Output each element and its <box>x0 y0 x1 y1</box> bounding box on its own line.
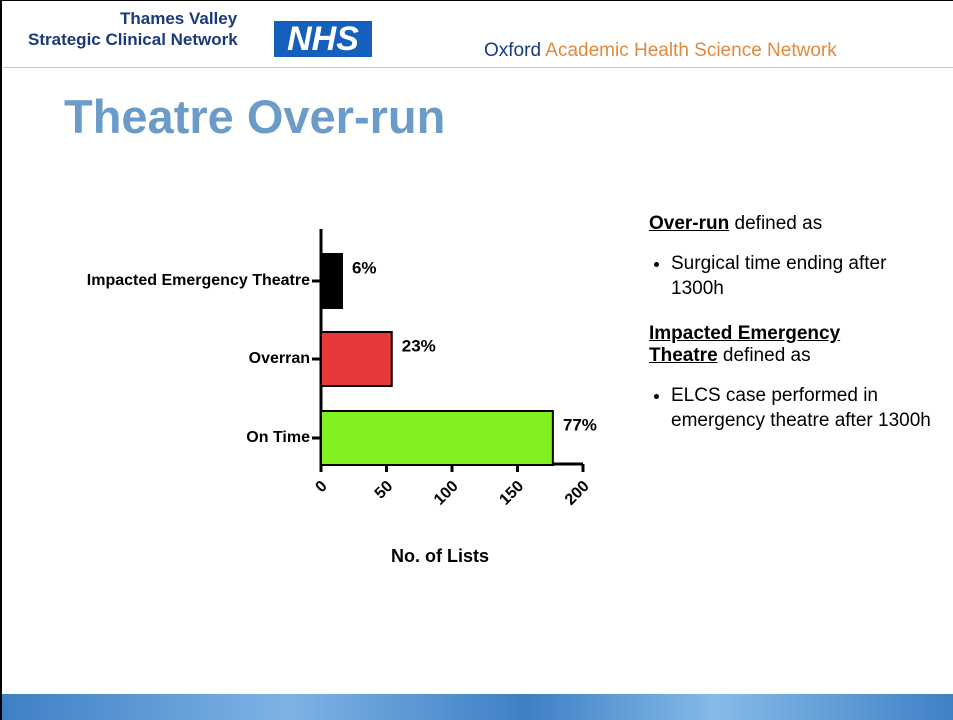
ahsn-name: Oxford Academic Health Science Network <box>484 40 837 62</box>
x-tick-label: 200 <box>562 478 593 509</box>
bar <box>320 331 393 387</box>
bullet: ELCS case performed in emergency theatre… <box>671 383 941 433</box>
ahsn-rest: Academic Health Science Network <box>545 40 837 61</box>
header-rule <box>2 67 953 68</box>
x-tick-label: 0 <box>312 478 330 496</box>
footer-band <box>2 694 953 720</box>
term: Over-run <box>649 213 730 234</box>
x-tick-label: 50 <box>372 478 397 503</box>
y-tick-label: Overran <box>249 350 310 367</box>
x-axis-label: No. of Lists <box>391 546 489 566</box>
term: Impacted Emergency Theatre <box>649 323 841 366</box>
annotation: 6% <box>352 258 377 277</box>
network-name: Strategic Clinical Network <box>28 30 238 49</box>
nhs-logo: NHS <box>274 21 372 57</box>
bullet: Surgical time ending after 1300h <box>671 251 896 301</box>
term-suffix: defined as <box>722 345 811 366</box>
term-suffix: defined as <box>734 213 823 234</box>
bullet-list: Surgical time ending after 1300h <box>649 251 941 301</box>
x-tick-label: 150 <box>496 478 527 509</box>
definition: Over-run defined as Surgical time ending … <box>649 213 941 301</box>
x-tick-label: 100 <box>431 478 462 509</box>
slide-title: Theatre Over-run <box>64 90 446 143</box>
annotation: 77% <box>563 415 597 434</box>
network-name: Thames Valley <box>120 9 238 28</box>
y-tick-label: On Time <box>246 429 310 446</box>
bullet-list: ELCS case performed in emergency theatre… <box>649 383 941 433</box>
definition-heading: Impacted Emergency Theatre defined as <box>649 323 894 367</box>
definitions: Over-run defined as Surgical time ending … <box>649 213 941 455</box>
definition-heading: Over-run defined as <box>649 213 894 235</box>
y-tick-label: Impacted Emergency Theatre <box>87 272 310 289</box>
bar <box>320 410 554 466</box>
bar <box>320 253 343 309</box>
annotation: 23% <box>402 336 436 355</box>
definition: Impacted Emergency Theatre defined as ELC… <box>649 323 941 433</box>
ahsn-first: Oxford <box>484 40 542 61</box>
